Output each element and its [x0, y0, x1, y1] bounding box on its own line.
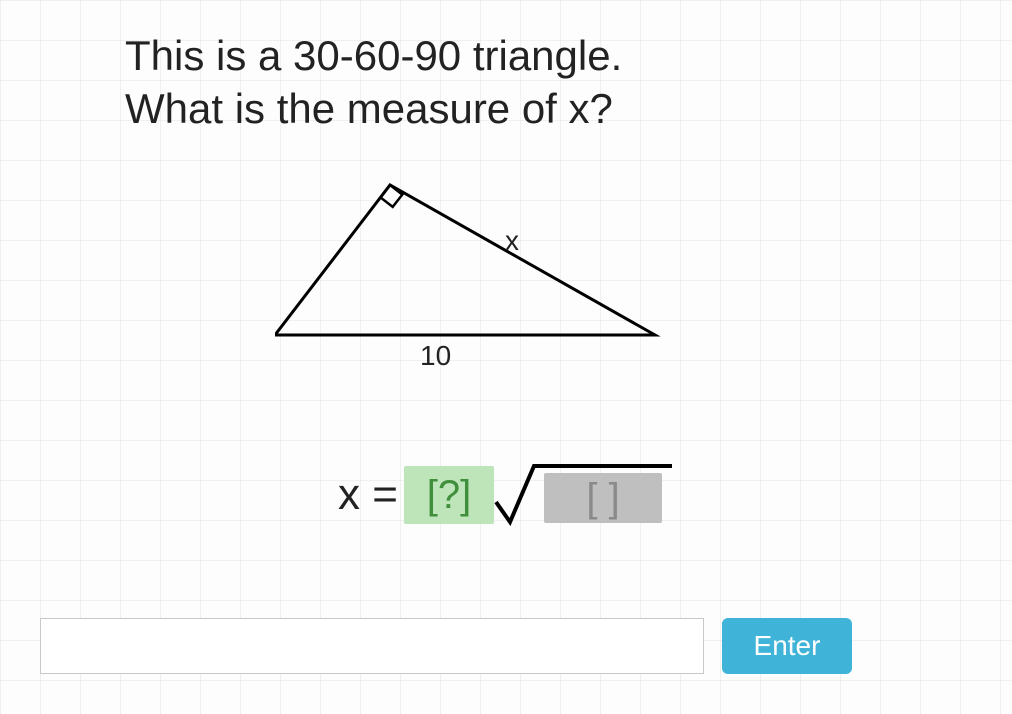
- question-line-1: This is a 30-60-90 triangle.: [125, 30, 622, 83]
- label-x: x: [505, 225, 519, 257]
- question-text: This is a 30-60-90 triangle. What is the…: [125, 30, 622, 135]
- answer-prefix: x =: [338, 470, 398, 520]
- answer-box-coefficient[interactable]: [?]: [404, 466, 494, 524]
- answer-input[interactable]: [40, 618, 704, 674]
- answer-template: x = [?] [ ]: [0, 460, 1012, 530]
- triangle-svg: [275, 180, 665, 370]
- input-row: Enter: [40, 618, 852, 674]
- answer-box-radicand[interactable]: [ ]: [544, 473, 662, 523]
- problem-container: This is a 30-60-90 triangle. What is the…: [0, 0, 1012, 714]
- triangle-shape: [275, 185, 655, 335]
- enter-button[interactable]: Enter: [722, 618, 852, 674]
- label-hypotenuse: 10: [420, 340, 451, 372]
- triangle-diagram: x 10: [275, 180, 665, 370]
- question-line-2: What is the measure of x?: [125, 83, 622, 136]
- radical-icon: [ ]: [494, 460, 674, 530]
- right-angle-marker: [380, 185, 402, 207]
